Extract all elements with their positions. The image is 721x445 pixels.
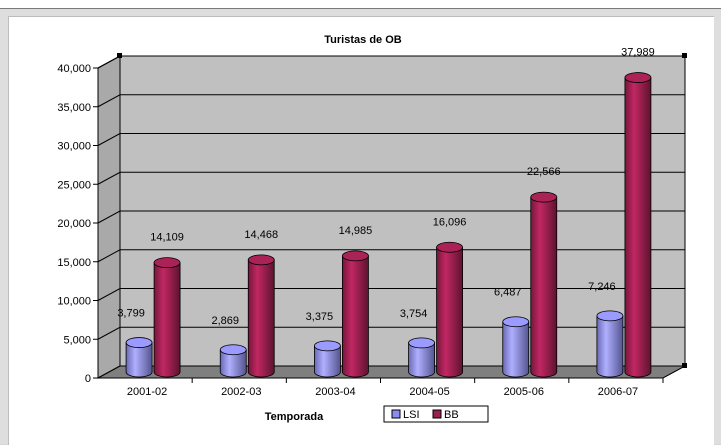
bar-bb — [342, 255, 369, 378]
gridline — [97, 171, 685, 185]
gridline — [97, 94, 685, 108]
legend-label-bb: BB — [444, 409, 459, 421]
y-tick-label: 30,000 — [57, 141, 91, 153]
bar-lsi — [596, 315, 624, 378]
x-tick-label: 2003-04 — [315, 386, 355, 398]
bar-top-bb — [530, 191, 558, 203]
x-tick-label: 2004-05 — [409, 386, 449, 398]
y-tick-label: 40,000 — [57, 63, 91, 75]
bar-lsi — [314, 345, 341, 378]
bar-top-lsi — [408, 337, 435, 349]
bar-top-bb — [247, 254, 275, 266]
bar-top-bb — [153, 257, 181, 269]
bar-lsi — [502, 321, 530, 378]
data-label-lsi: 2,869 — [211, 315, 239, 327]
bar-top-bb — [624, 72, 652, 83]
x-axis-title: Temporada — [265, 411, 324, 423]
x-tick-label: 2001-02 — [127, 386, 167, 398]
gridline — [97, 210, 685, 224]
x-tick-label: 2006-07 — [598, 386, 638, 398]
plot-corner-handle — [117, 53, 122, 58]
plot-corner-handle — [682, 53, 687, 58]
legend-swatch-lsi — [391, 409, 401, 419]
x-tick-label: 2002-03 — [221, 386, 261, 398]
y-tick-label: 35,000 — [57, 102, 91, 114]
bar-top-bb — [342, 250, 369, 262]
bar-bb — [530, 196, 558, 378]
y-tick-label: 5,000 — [63, 334, 91, 346]
chart-title: Turistas de OB — [324, 34, 401, 46]
bar-top-lsi — [596, 310, 624, 322]
bar-bb — [436, 246, 463, 378]
bar-top-lsi — [314, 340, 341, 352]
y-tick-label: 10,000 — [57, 296, 91, 308]
data-label-lsi: 7,246 — [588, 281, 616, 293]
gridline — [97, 326, 685, 340]
data-label-lsi: 6,487 — [494, 287, 522, 299]
bar-bb — [624, 77, 652, 378]
x-tick-label: 2005-06 — [504, 386, 544, 398]
bar-lsi — [125, 342, 153, 378]
data-label-lsi: 3,799 — [117, 308, 145, 320]
bar-bb — [247, 259, 275, 378]
legend: LSI BB — [383, 405, 489, 423]
data-label-lsi: 3,375 — [306, 311, 334, 323]
data-label-bb: 14,109 — [150, 232, 184, 244]
bar-top-lsi — [219, 344, 247, 356]
data-label-bb: 22,566 — [527, 166, 561, 178]
bar-bb — [153, 262, 181, 378]
legend-label-lsi: LSI — [403, 409, 420, 421]
gridline — [97, 249, 685, 263]
y-tick-label: 0 — [85, 373, 91, 385]
bar-lsi — [219, 349, 247, 378]
bar-top-lsi — [125, 337, 153, 348]
data-label-bb: 14,985 — [339, 225, 373, 237]
gridline — [97, 288, 685, 301]
gridline — [97, 133, 685, 146]
bar-top-bb — [436, 241, 463, 253]
data-label-bb: 14,468 — [244, 229, 278, 241]
y-tick-label: 15,000 — [57, 257, 91, 269]
y-tick-label: 20,000 — [57, 218, 91, 230]
bar-top-lsi — [502, 316, 530, 328]
data-label-bb: 37,989 — [621, 47, 655, 59]
window-top-bar — [0, 0, 721, 9]
y-tick-label: 25,000 — [57, 179, 91, 191]
data-label-lsi: 3,754 — [400, 308, 428, 320]
bar-lsi — [408, 342, 435, 378]
legend-swatch-bb — [432, 409, 442, 419]
plot-corner-handle — [682, 363, 687, 368]
data-label-bb: 16,096 — [433, 216, 467, 228]
